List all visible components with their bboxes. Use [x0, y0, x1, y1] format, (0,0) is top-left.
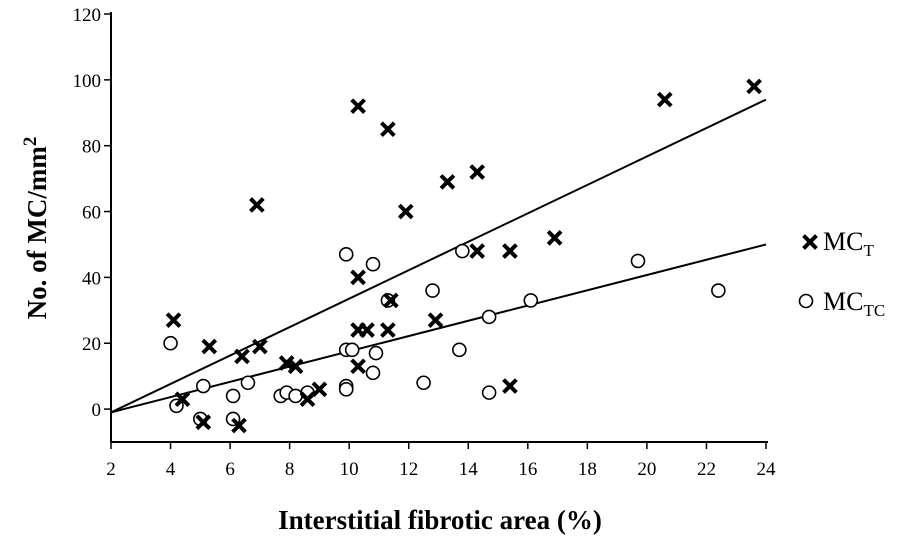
data-point-mct	[231, 417, 247, 434]
x-tick-label: 12	[399, 459, 418, 480]
data-point-mctc	[195, 378, 211, 394]
legend-marker-circle-shape	[798, 293, 814, 309]
legend-label-mct-main: MC	[823, 227, 863, 256]
data-point-mct	[299, 391, 316, 408]
legend-marker-x	[802, 234, 818, 250]
y-axis-title-main: No. of MC/mm	[22, 146, 52, 320]
y-tick-label: 60	[82, 203, 101, 224]
y-tick-label: 120	[73, 5, 102, 26]
data-point-mctc	[523, 293, 539, 308]
data-point-mct	[380, 322, 396, 338]
legend-label-mct: MCT	[823, 227, 874, 260]
data-point-mctc	[163, 335, 178, 351]
y-axis-ticks: 0 20 40 60 80 100 120	[73, 5, 111, 421]
data-point-mct	[469, 164, 486, 180]
data-point-mctc	[365, 365, 381, 381]
data-point-mct	[546, 230, 563, 246]
regression-lines	[110, 98, 767, 414]
data-point-mct	[249, 197, 265, 213]
data-point-mctc	[365, 256, 381, 272]
data-point-mct	[746, 78, 762, 95]
data-point-mctc	[416, 375, 431, 391]
x-tick-label: 14	[459, 459, 479, 480]
data-point-mct	[350, 98, 366, 115]
data-point-mctc	[425, 283, 440, 298]
data-point-mct	[252, 338, 268, 355]
data-point-mctc	[225, 388, 241, 404]
data-point-mctc	[338, 382, 354, 397]
data-point-mct	[350, 358, 366, 375]
x-tick-label: 4	[166, 459, 176, 480]
data-point-mct	[174, 391, 191, 408]
y-tick-label: 80	[82, 137, 101, 158]
x-tick-label: 22	[697, 459, 716, 480]
data-point-mct	[165, 312, 182, 329]
data-point-mct	[439, 174, 456, 190]
x-tick-label: 6	[225, 459, 235, 480]
y-axis-title: No. of MC/mm2	[20, 137, 52, 320]
data-point-mct	[656, 91, 673, 108]
data-point-mctc	[338, 247, 354, 262]
x-tick-label: 18	[578, 459, 597, 480]
legend: MCT MCTC	[798, 227, 885, 320]
legend-label-mctc-sub: TC	[863, 301, 885, 320]
legend-marker-x-shape	[802, 234, 818, 250]
legend-label-mctc: MCTC	[823, 287, 885, 320]
y-tick-label: 100	[73, 71, 102, 92]
x-axis-ticks: 2 4 6 8 10 12 14 16 18 20 22 24	[106, 442, 776, 480]
y-tick-label: 20	[82, 334, 101, 355]
data-point-mctc	[455, 243, 470, 259]
data-point-mct	[427, 312, 444, 329]
data-point-mctc	[630, 253, 646, 269]
regression-line-mctc	[110, 243, 767, 414]
x-tick-label: 20	[637, 459, 656, 480]
y-tick-label: 40	[82, 268, 101, 289]
x-tick-label: 24	[757, 459, 777, 480]
data-point-mctc	[344, 342, 360, 358]
x-tick-label: 16	[518, 459, 537, 480]
data-point-mctc	[240, 375, 256, 391]
data-point-mct	[502, 243, 518, 259]
data-point-mct	[311, 381, 328, 398]
y-tick-label: 0	[92, 400, 102, 421]
x-tick-label: 10	[340, 459, 359, 480]
data-point-mct	[201, 338, 218, 355]
x-tick-label: 8	[285, 459, 295, 480]
data-point-mct	[469, 243, 486, 259]
y-axis-title-sup: 2	[20, 137, 41, 147]
data-point-mctc	[380, 293, 396, 308]
data-point-mctc	[452, 342, 467, 358]
data-point-mctc	[711, 283, 726, 298]
legend-marker-circle	[798, 293, 814, 309]
data-point-mctc	[481, 385, 497, 400]
legend-label-mctc-main: MC	[823, 287, 863, 316]
x-axis-title: Interstitial fibrotic area (%)	[278, 505, 602, 535]
data-point-mctc	[481, 309, 497, 325]
data-point-mct	[350, 269, 366, 286]
data-point-mct	[287, 358, 304, 375]
data-point-mct	[397, 203, 414, 220]
data-point-mct	[383, 292, 399, 309]
x-tick-label: 2	[106, 459, 116, 480]
regression-line-mct	[110, 98, 767, 414]
data-point-mct	[380, 121, 396, 138]
data-point-mctc	[368, 345, 384, 361]
data-point-mct	[195, 414, 212, 431]
data-point-mct	[502, 378, 518, 394]
data-point-mctc	[288, 388, 303, 404]
legend-label-mct-sub: T	[863, 241, 874, 260]
data-point-mct	[234, 348, 250, 365]
data-point-mct	[359, 322, 375, 338]
data-points	[163, 78, 762, 434]
